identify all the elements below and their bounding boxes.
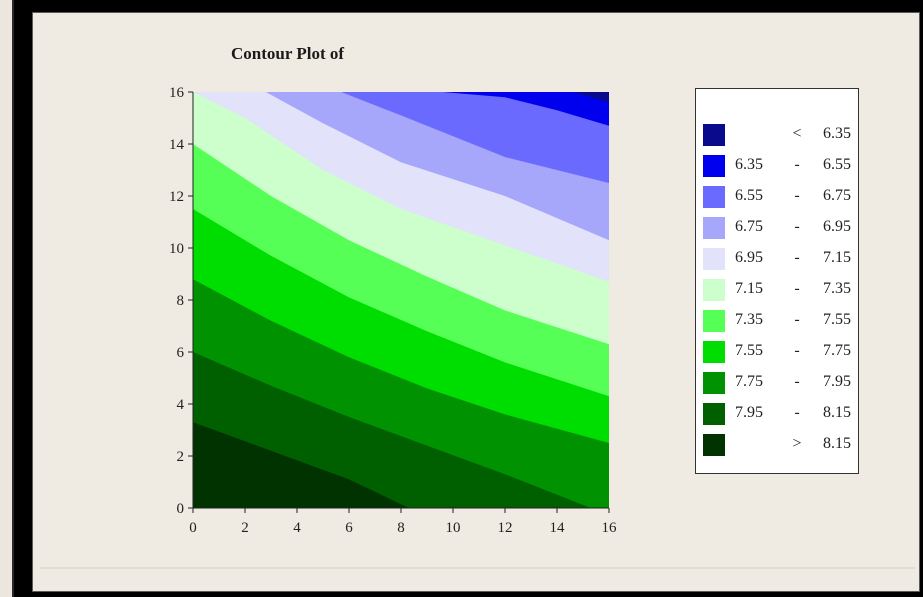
x-tick-label: 0: [189, 520, 197, 536]
y-tick-label: 8: [177, 293, 185, 309]
legend-operator: <: [792, 125, 802, 142]
left-pane-edge: [0, 0, 14, 597]
y-tick-label: 16: [169, 85, 185, 101]
chart-bottom-edge: [40, 567, 915, 569]
y-tick-label: 12: [169, 189, 184, 205]
legend-operator: -: [794, 404, 800, 421]
x-tick-label: 14: [550, 520, 566, 536]
legend-high-value: 8.15: [823, 404, 851, 421]
legend-swatch: [703, 310, 725, 332]
legend-item: 6.35 - 6.55: [703, 153, 853, 179]
legend-swatch: [703, 124, 725, 146]
legend-swatch: [703, 186, 725, 208]
contour-band-8-15: [193, 422, 409, 508]
legend-swatch: [703, 434, 725, 456]
legend-operator: -: [794, 187, 800, 204]
x-tick-label: 10: [446, 520, 461, 536]
legend-high-value: 6.75: [823, 187, 851, 204]
legend-high-value: 7.95: [823, 373, 851, 390]
chart-title: Contour Plot of: [231, 44, 345, 63]
legend-high-value: 6.95: [823, 218, 851, 235]
legend-high-value: 7.75: [823, 342, 851, 359]
legend-high-value: 8.15: [823, 435, 851, 452]
legend-low-value: 7.75: [735, 373, 763, 390]
legend-low-value: 6.55: [735, 187, 763, 204]
legend-item: 7.95 - 8.15: [703, 401, 853, 427]
legend-operator: >: [792, 435, 802, 452]
legend-operator: -: [794, 218, 800, 235]
legend-operator: -: [794, 249, 800, 266]
legend-item: 7.55 - 7.75: [703, 339, 853, 365]
y-tick-label: 2: [177, 449, 185, 465]
legend-item: <6.35: [703, 122, 853, 148]
legend-item: 7.15 - 7.35: [703, 277, 853, 303]
legend-operator: -: [794, 280, 800, 297]
x-tick-label: 16: [602, 520, 618, 536]
legend-operator: -: [794, 373, 800, 390]
x-tick-label: 6: [345, 520, 353, 536]
legend-operator: -: [794, 156, 800, 173]
legend-swatch: [703, 341, 725, 363]
legend-item: 6.75 - 6.95: [703, 215, 853, 241]
legend-high-value: 7.35: [823, 280, 851, 297]
y-tick-label: 4: [177, 397, 185, 413]
legend-swatch: [703, 155, 725, 177]
legend-operator: -: [794, 342, 800, 359]
y-tick-label: 6: [177, 345, 185, 361]
legend-high-value: 6.55: [823, 156, 851, 173]
legend-item: >8.15: [703, 432, 853, 458]
legend-swatch: [703, 279, 725, 301]
legend-low-value: 6.75: [735, 218, 763, 235]
legend-low-value: 6.35: [735, 156, 763, 173]
legend-low-value: 7.15: [735, 280, 763, 297]
legend-high-value: 7.55: [823, 311, 851, 328]
legend-high-value: 7.15: [823, 249, 851, 266]
y-tick-label: 14: [169, 137, 185, 153]
legend-high-value: 6.35: [823, 125, 851, 142]
legend-low-value: 7.55: [735, 342, 763, 359]
legend-low-value: 7.35: [735, 311, 763, 328]
legend-item: 6.55 - 6.75: [703, 184, 853, 210]
legend-swatch: [703, 217, 725, 239]
x-tick-label: 12: [498, 520, 513, 536]
legend-operator: -: [794, 311, 800, 328]
legend-swatch: [703, 403, 725, 425]
x-tick-label: 2: [241, 520, 249, 536]
legend-item: 7.35 - 7.55: [703, 308, 853, 334]
legend-item: 6.95 - 7.15: [703, 246, 853, 272]
legend-low-value: 6.95: [735, 249, 763, 266]
legend-swatch: [703, 372, 725, 394]
legend-swatch: [703, 248, 725, 270]
y-tick-label: 10: [169, 241, 184, 257]
x-tick-label: 4: [293, 520, 301, 536]
legend-low-value: 7.95: [735, 404, 763, 421]
y-tick-label: 0: [177, 501, 185, 517]
x-tick-label: 8: [397, 520, 405, 536]
legend: <6.35 6.35-6.55 6.55-6.75 6.75-6.95 6.95-7.1…: [695, 88, 859, 474]
legend-item: 7.75 - 7.95: [703, 370, 853, 396]
